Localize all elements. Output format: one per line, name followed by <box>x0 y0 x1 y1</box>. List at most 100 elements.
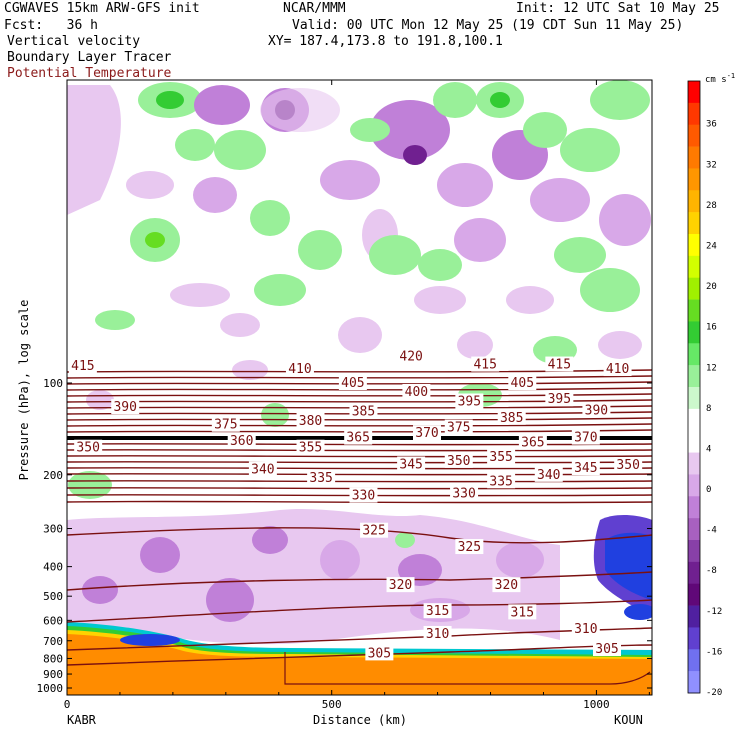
field-potential-temperature: Potential Temperature <box>7 66 172 81</box>
y-tick-label: 1000 <box>37 682 64 695</box>
colorbar-swatch <box>688 365 700 388</box>
colorbar-swatch <box>688 81 700 104</box>
theta-label: 385 <box>500 411 523 426</box>
theta-label: 325 <box>458 540 481 555</box>
colorbar-swatch <box>688 255 700 279</box>
colorbar-label: -20 <box>706 688 722 698</box>
theta-label: 355 <box>299 441 322 456</box>
theta-label: 340 <box>537 468 560 483</box>
theta-label: 405 <box>341 376 364 391</box>
plot-frame <box>66 79 653 696</box>
colorbar-swatch <box>688 540 700 563</box>
theta-label: 345 <box>399 457 422 472</box>
x-tick-label: 1000 <box>583 698 610 711</box>
colorbar-frame <box>687 80 701 694</box>
y-tick-label: 500 <box>43 590 63 603</box>
theta-label-bg <box>450 485 479 501</box>
theta-label: 395 <box>458 395 481 410</box>
init-time: Init: 12 UTC Sat 10 May 25 <box>516 1 720 16</box>
theta-label: 350 <box>447 454 470 469</box>
colorbar-label: -4 <box>706 526 717 536</box>
x-tick-label: 500 <box>322 698 342 711</box>
colorbar-swatch <box>688 212 700 235</box>
field-vertical-velocity: Vertical velocity <box>7 34 141 49</box>
colorbar-swatch <box>688 343 700 366</box>
theta-label-bg <box>508 375 537 390</box>
y-tick-label: 100 <box>43 377 63 390</box>
theta-label-bg <box>413 425 441 441</box>
colorbar-swatch <box>688 102 700 126</box>
theta-label: 335 <box>309 471 332 486</box>
colorbar-swatch <box>688 605 700 628</box>
theta-label-bg <box>227 433 256 449</box>
theta-label: 315 <box>426 604 449 619</box>
theta-label-bg <box>296 439 325 455</box>
colorbar-swatch <box>688 649 700 672</box>
theta-label-bg <box>423 625 452 641</box>
theta-label: 320 <box>495 578 518 593</box>
colorbar: 36 32 28 24 20 16 12 8 4 0 -4 -8 -12 -16 -20 <box>687 80 722 698</box>
colorbar-swatch <box>688 321 700 344</box>
theta-label: 325 <box>362 524 385 539</box>
theta-label-bg <box>518 434 547 450</box>
theta-label: 305 <box>595 642 618 657</box>
colorbar-label: 28 <box>706 201 717 211</box>
colorbar-swatch <box>688 408 700 432</box>
theta-label: 375 <box>214 418 237 433</box>
theta-label: 335 <box>489 474 512 489</box>
theta-label: 340 <box>251 462 274 477</box>
theta-label-bg <box>74 439 103 455</box>
theta-label-bg <box>487 449 516 465</box>
colorbar-label: -12 <box>706 607 722 617</box>
theta-label: 415 <box>71 359 94 374</box>
theta-label: 330 <box>452 486 475 501</box>
theta-label: 405 <box>511 376 534 391</box>
y-axis-label: Pressure (hPa), log scale <box>17 300 31 481</box>
theta-label: 365 <box>346 431 369 446</box>
y-tick-label: 300 <box>43 523 63 536</box>
theta-label-bg <box>365 645 394 661</box>
theta-label-bg <box>444 452 473 468</box>
theta-label: 330 <box>352 489 375 504</box>
theta-label-bg <box>545 391 574 407</box>
theta-label-bg <box>545 356 574 372</box>
colorbar-label: -16 <box>706 647 722 657</box>
theta-label: 375 <box>447 421 470 436</box>
colorbar-label: 12 <box>706 363 717 373</box>
colorbar-label: 32 <box>706 160 717 170</box>
x-tick-label: 0 <box>64 698 71 711</box>
theta-label-bg <box>68 358 97 374</box>
colorbar-label: 4 <box>706 444 711 454</box>
colorbar-label: 8 <box>706 404 711 414</box>
colorbar-swatch <box>688 430 700 453</box>
theta-label: 350 <box>616 458 639 473</box>
theta-label-bg <box>603 361 632 377</box>
forecast-hour: Fcst: 36 h <box>4 18 98 33</box>
y-tick-label: 200 <box>43 469 63 482</box>
left-station-label: KABR <box>67 713 97 727</box>
colorbar-swatch <box>688 452 700 475</box>
theta-label-bg <box>296 412 325 428</box>
theta-label: 415 <box>548 358 571 373</box>
theta-label-bg <box>471 356 500 372</box>
theta-label: 420 <box>399 350 422 365</box>
colorbar-swatch <box>688 277 700 300</box>
theta-label-bg <box>487 473 516 489</box>
theta-label: 370 <box>415 426 438 441</box>
right-station-label: KOUN <box>614 713 643 727</box>
colorbar-swatch <box>688 387 700 410</box>
theta-label: 345 <box>574 461 597 476</box>
theta-label: 410 <box>288 362 311 377</box>
theta-label: 355 <box>489 450 512 465</box>
theta-label-bg <box>211 416 240 432</box>
colorbar-label: 16 <box>706 323 717 333</box>
theta-label-bg <box>455 539 484 555</box>
theta-label-bg <box>614 457 643 473</box>
theta-label: 315 <box>511 605 534 620</box>
colorbar-swatch <box>688 234 700 257</box>
theta-label: 370 <box>574 431 597 446</box>
y-tick-label: 700 <box>43 635 63 648</box>
theta-label-bg <box>344 429 373 445</box>
